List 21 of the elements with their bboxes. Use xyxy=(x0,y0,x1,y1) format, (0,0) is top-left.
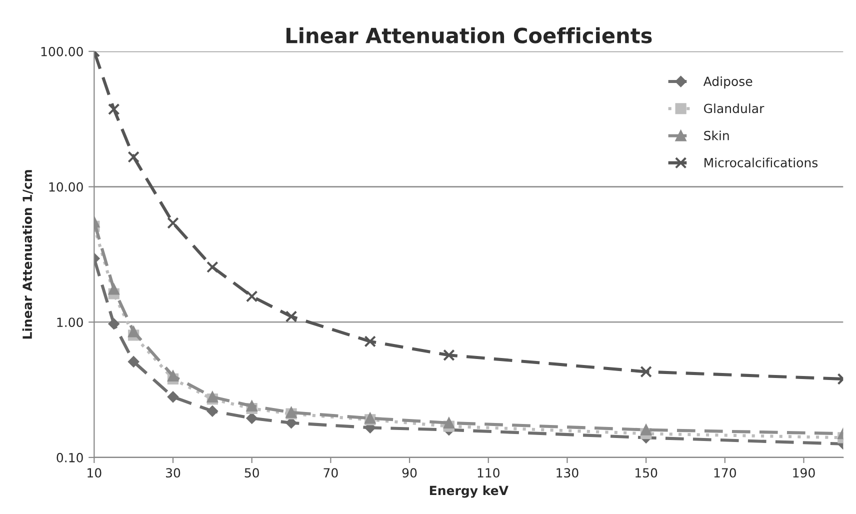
legend-label: Microcalcifications xyxy=(704,158,818,168)
x-tick-label: 190 xyxy=(793,468,815,478)
chart-title: Linear Attenuation Coefficients xyxy=(286,27,652,44)
y-tick-label: 1.00 xyxy=(57,318,83,328)
x-axis-title: Energy keV xyxy=(430,486,508,498)
y-tick-label: 10.00 xyxy=(49,182,83,192)
x-tick-label: 30 xyxy=(166,468,180,478)
legend-label: Adipose xyxy=(703,76,752,88)
x-tick-label: 70 xyxy=(324,468,338,478)
legend-label: Skin xyxy=(704,130,729,140)
x-tick-label: 150 xyxy=(636,468,658,478)
x-tick-label: 130 xyxy=(556,468,578,478)
x-tick-label: 10 xyxy=(88,468,102,478)
x-tick-label: 110 xyxy=(478,468,500,478)
legend-label: Glandular xyxy=(704,104,764,114)
y-tick-label: 100.00 xyxy=(41,46,83,56)
y-tick-label: 0.10 xyxy=(56,452,83,462)
x-tick-label: 90 xyxy=(402,468,417,478)
x-tick-label: 50 xyxy=(244,468,259,478)
x-tick-label: 170 xyxy=(714,468,736,478)
y-axis-title: Linear Attenuation 1/cm xyxy=(22,170,34,339)
